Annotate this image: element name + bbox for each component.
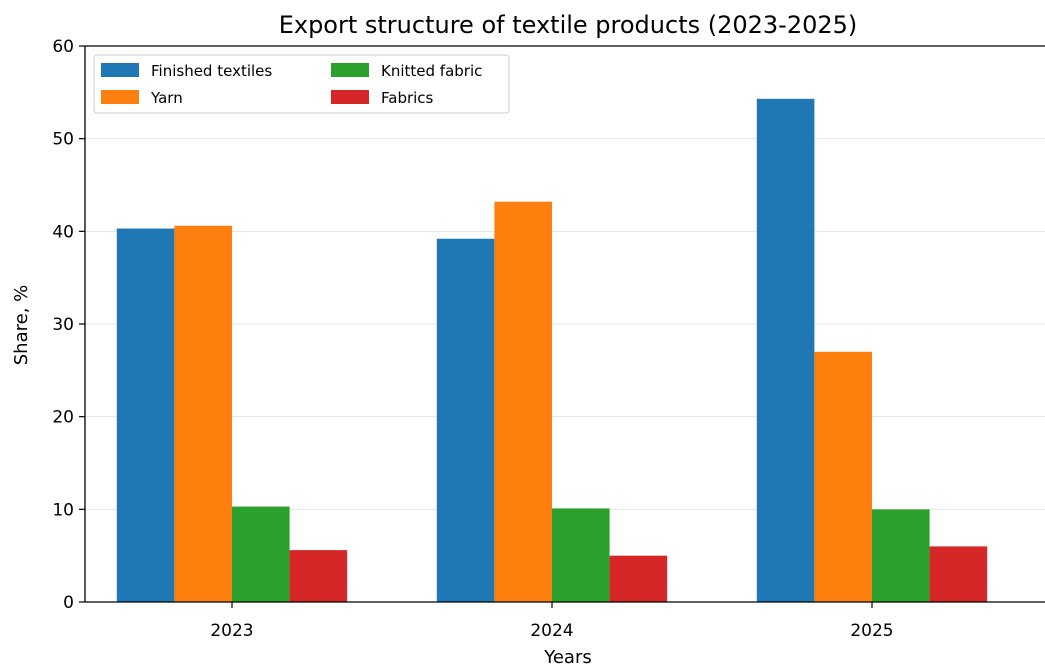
x-tick-label: 2024 — [530, 621, 573, 641]
bar — [814, 351, 872, 602]
y-tick-label: 30 — [52, 315, 74, 335]
x-tick-label: 2023 — [210, 621, 253, 641]
legend-swatch — [331, 63, 369, 77]
legend-swatch — [101, 90, 139, 104]
y-tick-label: 50 — [52, 130, 74, 150]
bar — [116, 228, 175, 602]
bar — [872, 509, 930, 602]
bar — [756, 98, 815, 602]
bar — [929, 546, 988, 602]
y-tick-label: 60 — [52, 37, 74, 57]
y-tick-label: 40 — [52, 222, 74, 242]
legend-label: Knitted fabric — [381, 62, 482, 80]
legend-swatch — [331, 90, 369, 104]
chart-title: Export structure of textile products (20… — [279, 11, 858, 39]
y-tick-label: 0 — [63, 593, 74, 613]
legend-label: Finished textiles — [151, 62, 272, 80]
legend-label: Yarn — [150, 89, 183, 107]
bar — [552, 508, 610, 602]
y-tick-label: 20 — [52, 408, 74, 428]
bar — [174, 225, 232, 603]
bar — [436, 238, 495, 602]
y-axis-ticks: 0 10 20 30 40 50 60 — [52, 37, 85, 613]
y-axis-label: Share, % — [11, 285, 32, 366]
x-axis-ticks: 2023 2024 2025 — [210, 602, 894, 641]
legend-swatch — [101, 63, 139, 77]
y-tick-label: 10 — [52, 500, 74, 520]
legend: Finished textiles Yarn Knitted fabric Fabri… — [93, 54, 510, 114]
x-axis-label: Years — [543, 647, 592, 667]
bars-group — [116, 98, 988, 603]
bar — [609, 555, 668, 602]
legend-box — [93, 54, 510, 114]
bar — [494, 201, 552, 602]
legend-label: Fabrics — [381, 89, 434, 107]
x-tick-label: 2025 — [850, 621, 893, 641]
bar — [232, 506, 290, 602]
bar — [289, 550, 348, 602]
